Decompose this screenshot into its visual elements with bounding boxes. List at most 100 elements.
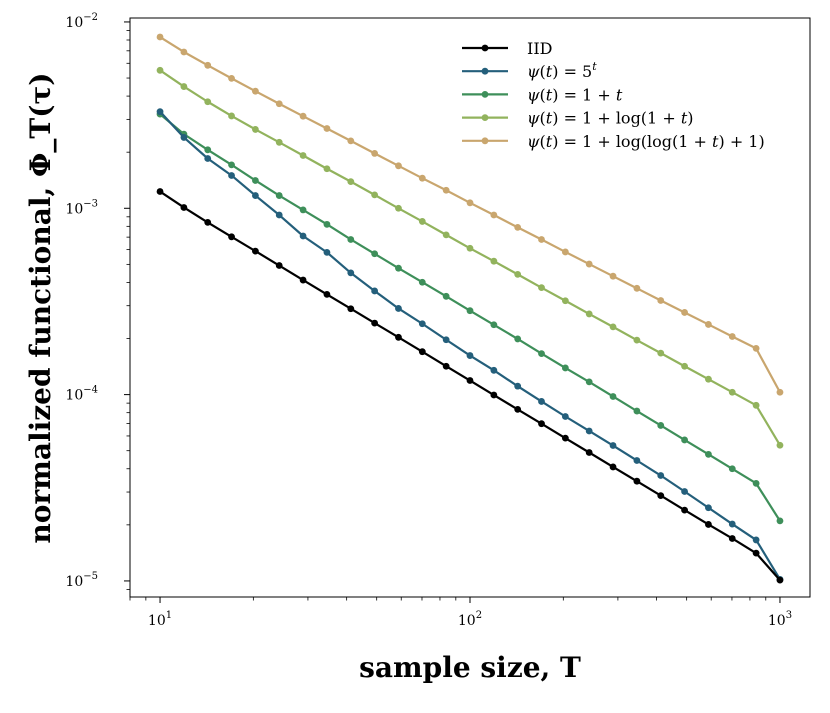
data-point: [204, 146, 212, 154]
data-point: [323, 165, 331, 173]
data-point: [371, 319, 379, 327]
data-point: [561, 248, 569, 256]
series-0: [156, 188, 784, 584]
data-point: [585, 260, 593, 268]
data-point: [252, 126, 259, 133]
legend-label-part: ) = 1 +: [552, 85, 616, 104]
data-point: [395, 162, 402, 170]
data-point: [418, 348, 426, 356]
data-point: [466, 199, 474, 207]
data-point: [728, 520, 736, 528]
legend-label: ψ(t) = 1 + log(log(1 + t) + 1): [527, 132, 765, 151]
data-point: [466, 352, 474, 359]
data-point: [442, 336, 450, 344]
data-point: [752, 345, 760, 352]
data-point: [228, 233, 235, 241]
legend-label-part: ψ: [527, 109, 540, 128]
data-point: [752, 401, 760, 409]
legend-marker: [481, 137, 489, 145]
data-point: [609, 323, 617, 331]
data-point: [252, 247, 259, 255]
legend-label-part: (: [540, 85, 546, 104]
data-point: [156, 33, 164, 41]
y-tick-label: 10−3: [65, 198, 98, 217]
data-point: [681, 362, 688, 370]
data-point: [347, 137, 355, 145]
series-line: [159, 113, 781, 522]
data-point: [395, 333, 402, 341]
data-point: [705, 521, 712, 528]
data-point: [681, 488, 688, 495]
data-point: [538, 236, 545, 243]
data-point: [275, 262, 283, 269]
data-point: [204, 61, 212, 69]
data-point: [299, 152, 307, 159]
legend-label-part: ψ: [527, 85, 540, 104]
data-point: [633, 284, 641, 292]
data-point: [156, 108, 164, 116]
data-point: [514, 335, 522, 343]
data-point: [490, 257, 498, 265]
legend-label-part: ψ: [527, 132, 540, 151]
data-point: [323, 291, 331, 298]
legend-label-part: ) = 5: [552, 62, 592, 81]
data-point: [466, 244, 474, 252]
data-point: [323, 248, 331, 256]
data-point: [299, 276, 307, 284]
x-tick-label-exp: 2: [476, 610, 482, 621]
legend-label-part: t: [546, 109, 553, 128]
y-tick-label-exp: −3: [83, 198, 98, 209]
x-tick-label-exp: 1: [166, 610, 172, 621]
data-point: [561, 364, 569, 372]
data-point: [371, 191, 379, 199]
y-tick-label-base: 10: [65, 201, 83, 217]
data-point: [347, 236, 355, 243]
data-point: [275, 100, 283, 108]
data-point: [776, 517, 784, 525]
data-point: [514, 223, 522, 231]
data-point: [228, 161, 235, 169]
data-point: [728, 333, 736, 340]
data-point: [442, 231, 450, 239]
data-point: [442, 186, 450, 194]
data-point: [180, 48, 188, 56]
data-point: [418, 278, 426, 286]
legend-label-part: t: [681, 109, 688, 128]
data-point: [228, 74, 235, 82]
data-point: [228, 112, 235, 120]
data-point: [681, 309, 688, 316]
data-point: [561, 297, 569, 305]
series-1: [156, 108, 784, 583]
legend-entry-0: IID: [462, 39, 552, 58]
legend-label-part: t: [546, 132, 553, 151]
data-point: [538, 284, 545, 292]
legend-label-part: ψ: [527, 62, 540, 81]
data-point: [371, 250, 379, 258]
data-point: [347, 178, 355, 186]
legend-entry-3: ψ(t) = 1 + log(1 + t): [462, 109, 694, 128]
data-point: [514, 270, 522, 278]
y-axis-title-text: normalized functional, Φ_T(τ): [24, 72, 57, 543]
data-point: [156, 66, 164, 74]
data-point: [299, 206, 307, 214]
data-point: [752, 536, 760, 544]
data-point: [156, 188, 164, 195]
data-point: [395, 264, 402, 272]
data-point: [585, 449, 593, 456]
data-point: [633, 407, 641, 415]
data-point: [442, 292, 450, 300]
data-point: [180, 83, 188, 90]
legend-label: ψ(t) = 5t: [527, 60, 597, 81]
legend-marker: [481, 44, 489, 52]
legend-label-part: IID: [527, 39, 552, 58]
data-point: [657, 472, 665, 479]
data-point: [752, 479, 760, 487]
legend-entry-2: ψ(t) = 1 + t: [462, 85, 623, 104]
data-point: [538, 398, 545, 405]
data-point: [418, 174, 426, 182]
data-point: [609, 393, 617, 400]
legend-entry-4: ψ(t) = 1 + log(log(1 + t) + 1): [462, 132, 765, 151]
data-point: [728, 535, 736, 542]
